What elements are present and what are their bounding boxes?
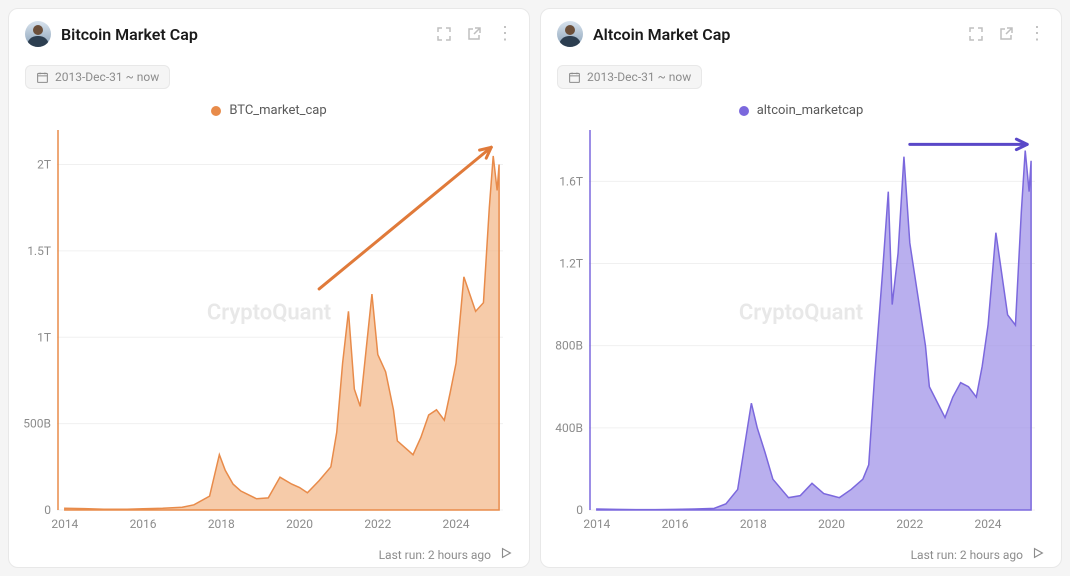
- author-avatar[interactable]: [557, 21, 583, 47]
- card-title: Altcoin Market Cap: [593, 25, 958, 44]
- play-icon[interactable]: [499, 546, 513, 563]
- card-footer: Last run: 2 hours ago: [9, 538, 529, 568]
- svg-text:2016: 2016: [662, 517, 689, 531]
- svg-text:1T: 1T: [37, 330, 51, 344]
- calendar-icon: [568, 71, 581, 84]
- svg-text:1.2T: 1.2T: [559, 257, 583, 271]
- chart-area: CryptoQuant 0500B1T1.5T2T201420162018202…: [9, 122, 529, 538]
- svg-text:2022: 2022: [364, 517, 391, 531]
- dashboard-container: Bitcoin Market Cap ⋮ 2013-Dec-31 ~ now B…: [8, 8, 1062, 568]
- svg-text:2016: 2016: [130, 517, 157, 531]
- chart-legend: BTC_market_cap: [9, 93, 529, 122]
- svg-text:2014: 2014: [51, 517, 78, 531]
- svg-text:1.5T: 1.5T: [27, 244, 51, 258]
- svg-text:0: 0: [576, 503, 583, 517]
- card-header: Bitcoin Market Cap ⋮: [9, 9, 529, 59]
- svg-text:400B: 400B: [555, 421, 583, 435]
- date-range-label: 2013-Dec-31 ~ now: [587, 70, 691, 84]
- svg-text:2022: 2022: [896, 517, 923, 531]
- svg-text:2018: 2018: [740, 517, 767, 531]
- date-range-picker[interactable]: 2013-Dec-31 ~ now: [25, 65, 170, 89]
- date-range-row: 2013-Dec-31 ~ now: [541, 59, 1061, 93]
- card-footer: Last run: 2 hours ago: [541, 538, 1061, 568]
- svg-text:2018: 2018: [208, 517, 235, 531]
- svg-text:2020: 2020: [286, 517, 313, 531]
- svg-text:1.6T: 1.6T: [559, 174, 583, 188]
- more-icon[interactable]: ⋮: [1028, 25, 1045, 43]
- external-link-icon[interactable]: [466, 26, 482, 42]
- header-actions: ⋮: [968, 25, 1045, 43]
- legend-label: BTC_market_cap: [229, 103, 326, 118]
- svg-text:800B: 800B: [555, 339, 583, 353]
- external-link-icon[interactable]: [998, 26, 1014, 42]
- fullscreen-icon[interactable]: [436, 26, 452, 42]
- author-avatar[interactable]: [25, 21, 51, 47]
- svg-text:2014: 2014: [583, 517, 610, 531]
- chart-card-altcoin: Altcoin Market Cap ⋮ 2013-Dec-31 ~ now a…: [540, 8, 1062, 568]
- area-chart: 0 500B 1T 1.5T 2T 2014 2016 2018 2020 2022 2024: [17, 122, 513, 538]
- last-run-label: Last run: 2 hours ago: [911, 548, 1023, 562]
- svg-text:2024: 2024: [443, 517, 470, 531]
- fullscreen-icon[interactable]: [968, 26, 984, 42]
- date-range-label: 2013-Dec-31 ~ now: [55, 70, 159, 84]
- card-title: Bitcoin Market Cap: [61, 25, 426, 44]
- legend-label: altcoin_marketcap: [757, 103, 864, 118]
- svg-text:0: 0: [44, 503, 51, 517]
- svg-text:2020: 2020: [818, 517, 845, 531]
- last-run-label: Last run: 2 hours ago: [379, 548, 491, 562]
- play-icon[interactable]: [1031, 546, 1045, 563]
- legend-dot: [211, 106, 221, 116]
- chart-legend: altcoin_marketcap: [541, 93, 1061, 122]
- card-header: Altcoin Market Cap ⋮: [541, 9, 1061, 59]
- chart-card-btc: Bitcoin Market Cap ⋮ 2013-Dec-31 ~ now B…: [8, 8, 530, 568]
- legend-dot: [739, 106, 749, 116]
- date-range-row: 2013-Dec-31 ~ now: [9, 59, 529, 93]
- header-actions: ⋮: [436, 25, 513, 43]
- svg-text:2024: 2024: [975, 517, 1002, 531]
- svg-text:2T: 2T: [37, 158, 51, 172]
- more-icon[interactable]: ⋮: [496, 25, 513, 43]
- chart-area: CryptoQuant 0400B800B1.2T1.6T20142016201…: [541, 122, 1061, 538]
- date-range-picker[interactable]: 2013-Dec-31 ~ now: [557, 65, 702, 89]
- svg-text:500B: 500B: [23, 417, 51, 431]
- calendar-icon: [36, 71, 49, 84]
- area-chart: 0 400B 800B 1.2T 1.6T 2014 2016 2018 2020 2022 202…: [549, 122, 1045, 538]
